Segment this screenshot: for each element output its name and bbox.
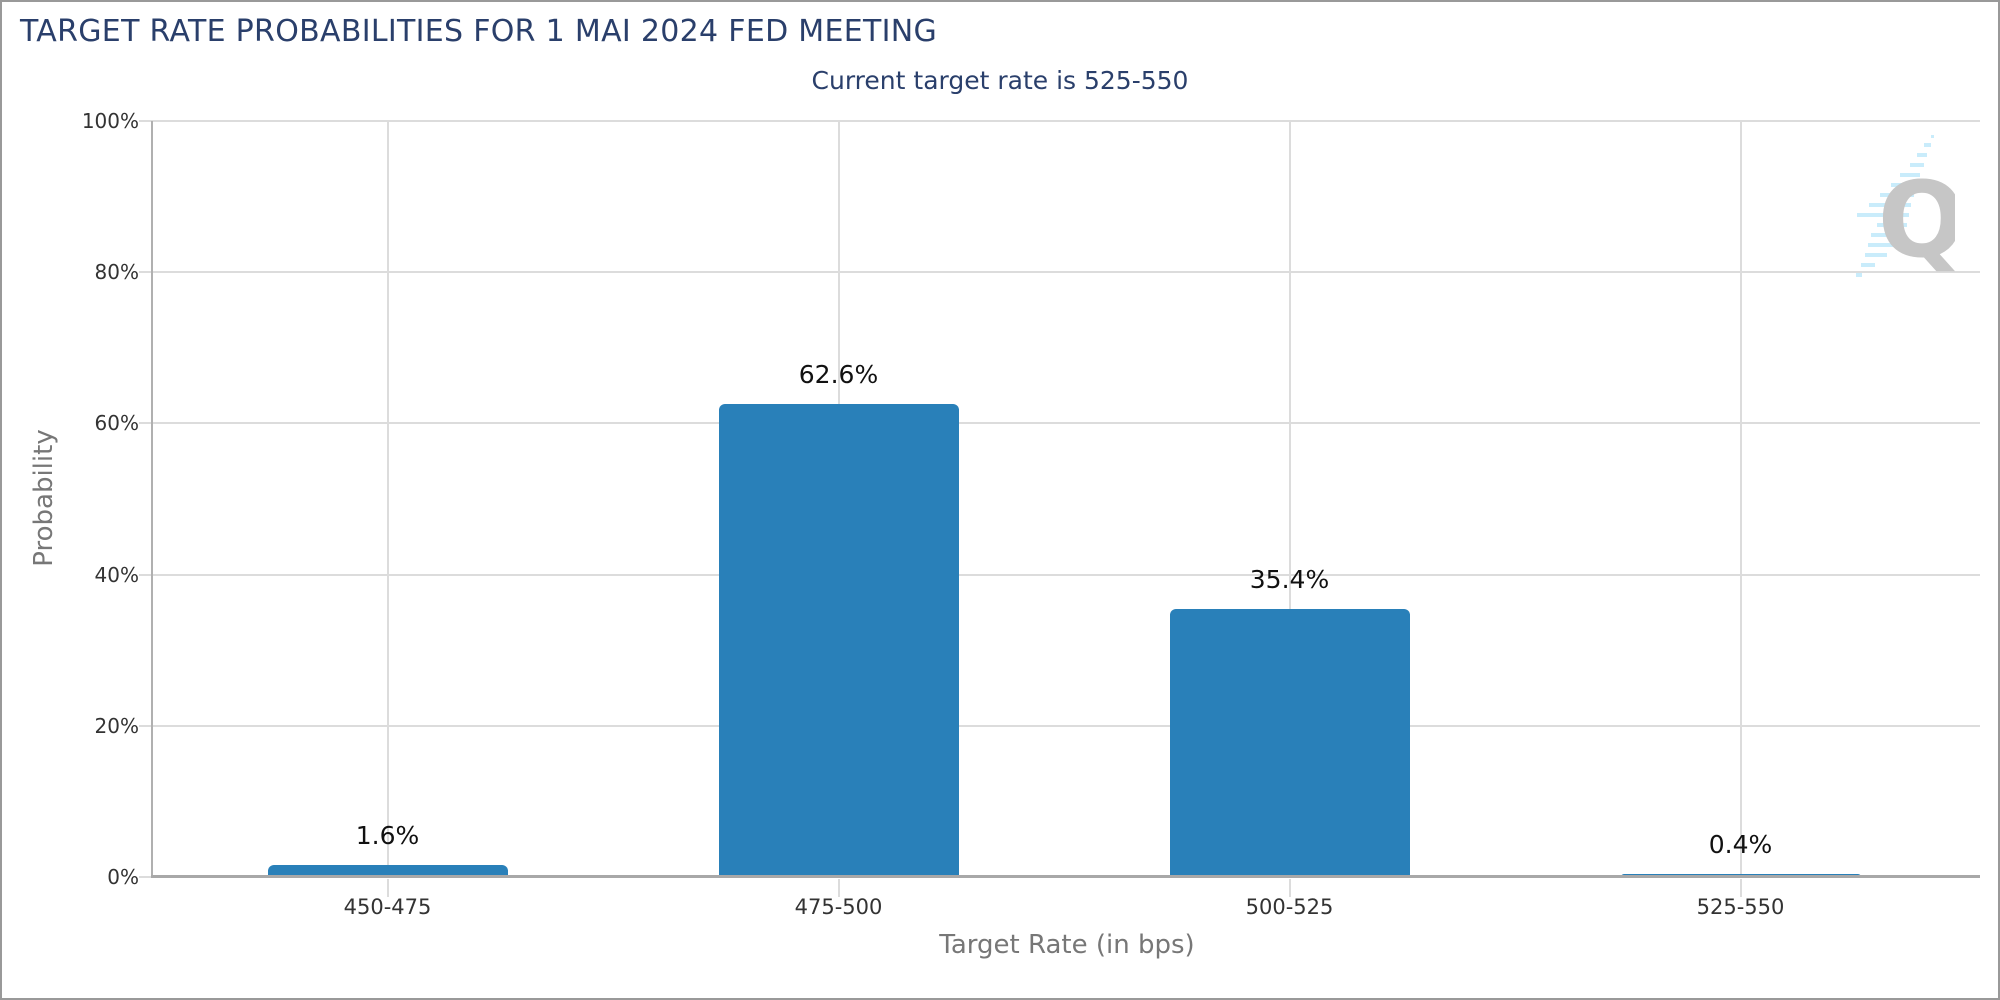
y-tick-label: 40% xyxy=(94,562,139,587)
y-tick-mark xyxy=(139,271,151,274)
x-axis-title: Target Rate (in bps) xyxy=(939,930,1195,960)
gridline-horizontal xyxy=(151,422,1980,425)
x-tick-label: 525-550 xyxy=(1696,895,1785,919)
bar-value-label: 35.4% xyxy=(1249,565,1330,595)
bar-value-label: 62.6% xyxy=(798,359,879,389)
y-tick-mark xyxy=(139,120,151,122)
bar-value-label: 0.4% xyxy=(1708,829,1773,859)
y-tick-mark xyxy=(139,573,151,576)
x-tick-mark xyxy=(837,879,840,897)
bar-value-label: 1.6% xyxy=(355,820,420,850)
x-tick-label: 450-475 xyxy=(343,895,432,919)
y-axis-line xyxy=(151,121,153,877)
bar-475-500[interactable] xyxy=(718,403,959,877)
y-tick-mark xyxy=(139,422,151,425)
gridline-horizontal xyxy=(151,271,1980,274)
y-tick-mark xyxy=(139,724,151,727)
bar-500-525[interactable] xyxy=(1169,609,1410,877)
y-tick-label: 80% xyxy=(94,260,139,285)
svg-text:Q: Q xyxy=(1878,159,1955,281)
gridline-vertical xyxy=(1739,121,1742,877)
y-tick-mark xyxy=(139,876,151,878)
x-tick-label: 475-500 xyxy=(794,895,883,919)
bar-450-475[interactable] xyxy=(267,864,508,877)
y-tick-label: 100% xyxy=(81,109,139,133)
gridline-vertical xyxy=(386,121,389,877)
y-tick-label: 0% xyxy=(107,865,139,889)
x-tick-label: 500-525 xyxy=(1245,895,1334,919)
y-tick-label: 60% xyxy=(94,411,139,436)
gridline-horizontal xyxy=(151,573,1980,576)
quikstrike-logo-icon: Q xyxy=(1855,133,1966,281)
chart-subtitle: Current target rate is 525-550 xyxy=(811,66,1189,95)
x-axis-line xyxy=(151,875,1980,878)
gridline-vertical xyxy=(1288,121,1291,877)
x-tick-mark xyxy=(386,879,389,897)
x-tick-mark xyxy=(1739,879,1742,897)
plot-area: 1.6% 62.6% 35.4% 0.4% xyxy=(151,120,1980,878)
gridline-horizontal xyxy=(151,120,1980,122)
x-tick-mark xyxy=(1288,879,1291,897)
gridline-horizontal xyxy=(151,724,1980,727)
y-tick-label: 20% xyxy=(94,713,139,738)
chart-title: TARGET RATE PROBABILITIES FOR 1 MAI 2024… xyxy=(20,14,938,49)
y-axis-title: Probability xyxy=(29,429,59,567)
